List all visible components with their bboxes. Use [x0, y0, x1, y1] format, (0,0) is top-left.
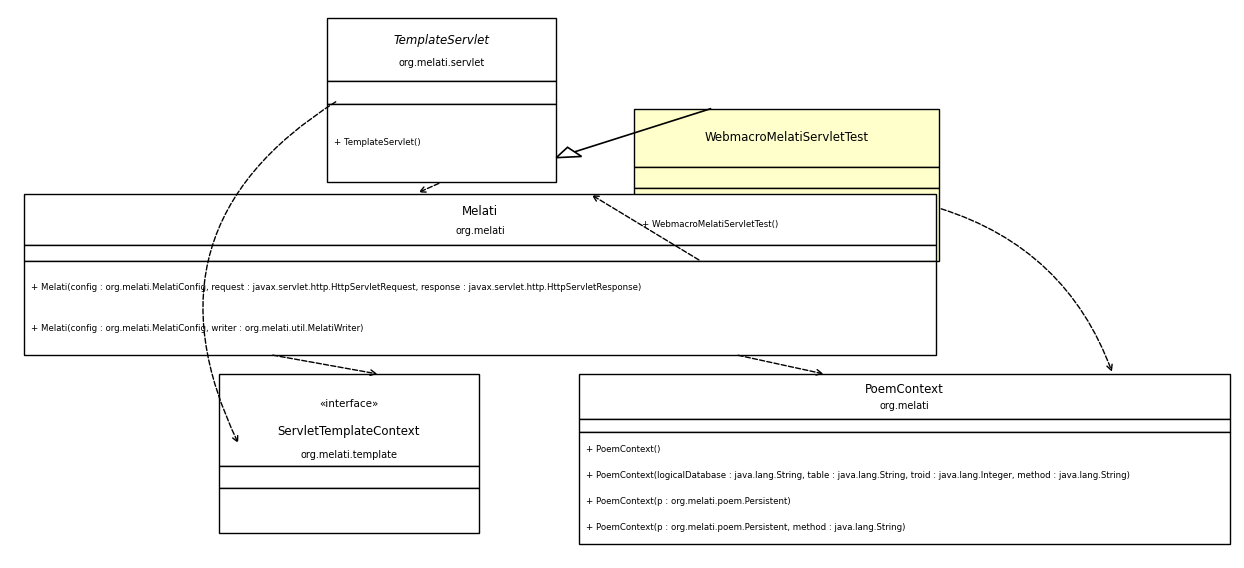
Text: + Melati(config : org.melati.MelatiConfig, request : javax.servlet.http.HttpServ: + Melati(config : org.melati.MelatiConfi… [31, 283, 642, 292]
Text: + TemplateServlet(): + TemplateServlet() [335, 139, 420, 148]
Bar [634, 167, 938, 188]
Text: + PoemContext(p : org.melati.poem.Persistent, method : java.lang.String): + PoemContext(p : org.melati.poem.Persis… [586, 523, 906, 532]
Bar [634, 188, 938, 261]
Text: PoemContext: PoemContext [865, 383, 944, 396]
Bar [578, 419, 1230, 432]
Text: Melati: Melati [462, 205, 498, 218]
Text: «interface»: «interface» [320, 399, 378, 409]
Bar [24, 261, 935, 354]
Bar [578, 432, 1230, 544]
Bar [327, 81, 556, 103]
Bar [327, 18, 556, 81]
Text: ServletTemplateContext: ServletTemplateContext [277, 425, 420, 438]
Text: org.melati.servlet: org.melati.servlet [398, 58, 484, 68]
Text: WebmacroMelatiServletTest: WebmacroMelatiServletTest [704, 131, 868, 144]
Polygon shape [556, 147, 582, 158]
Text: org.melati: org.melati [880, 401, 929, 411]
Bar [219, 374, 479, 466]
Bar [578, 374, 1230, 419]
Text: org.melati.template: org.melati.template [301, 450, 397, 460]
Text: TemplateServlet: TemplateServlet [393, 34, 489, 47]
Bar [327, 103, 556, 182]
Text: + PoemContext(logicalDatabase : java.lang.String, table : java.lang.String, troi: + PoemContext(logicalDatabase : java.lan… [586, 470, 1130, 479]
Bar [634, 109, 938, 167]
Text: + WebmacroMelatiServletTest(): + WebmacroMelatiServletTest() [642, 220, 778, 229]
Bar [24, 194, 935, 245]
Bar [24, 245, 935, 261]
Text: + Melati(config : org.melati.MelatiConfig, writer : org.melati.util.MelatiWriter: + Melati(config : org.melati.MelatiConfi… [31, 324, 363, 333]
Bar [219, 488, 479, 533]
Text: + PoemContext(): + PoemContext() [586, 445, 661, 453]
Bar [219, 466, 479, 488]
Text: org.melati: org.melati [455, 225, 505, 236]
Text: + PoemContext(p : org.melati.poem.Persistent): + PoemContext(p : org.melati.poem.Persis… [586, 496, 791, 506]
